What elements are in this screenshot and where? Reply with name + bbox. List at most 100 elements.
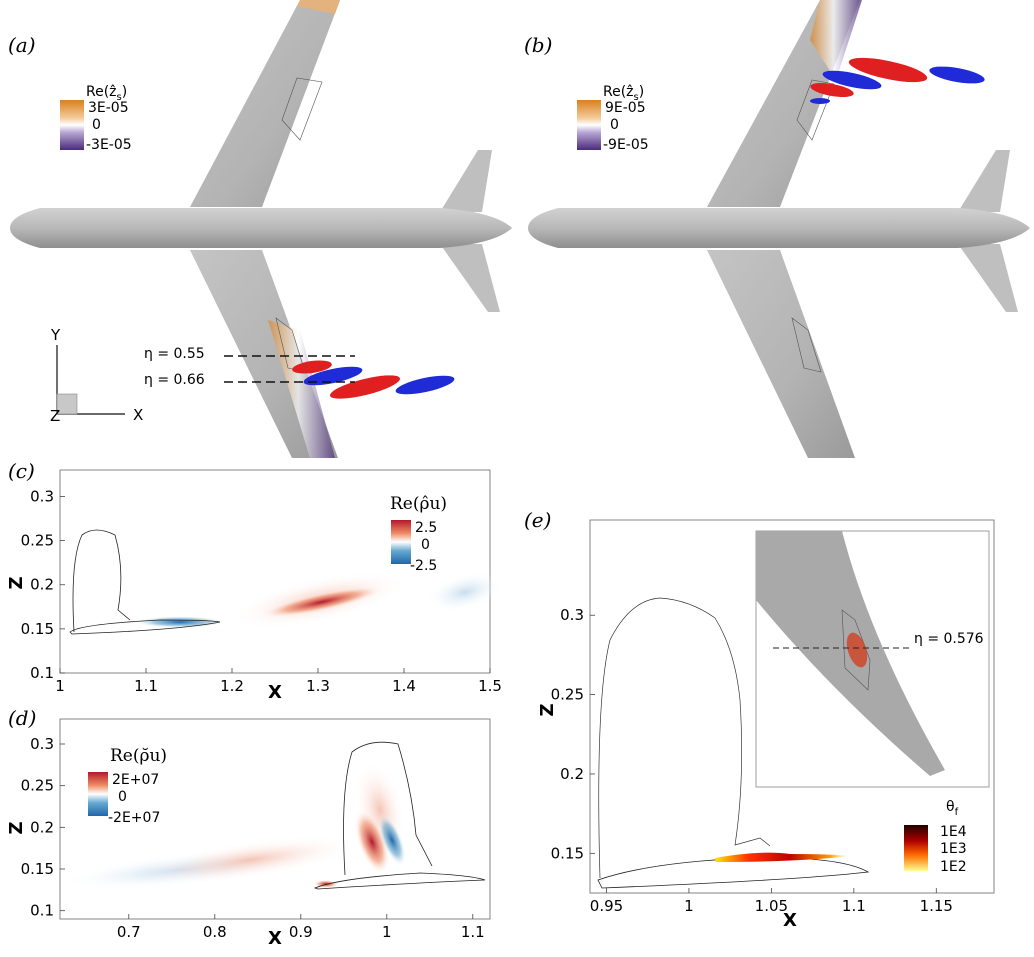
isosurface-blue [303,366,363,386]
field-red-lobe [354,809,390,875]
legend-c-mid: 0 [421,537,430,553]
field-red-band [261,586,383,618]
triad-z-label: Z [50,407,60,425]
y-tick-label: 0.2 [30,576,54,594]
panel-b-label: (b) [524,33,552,57]
y-tick-label: 0.15 [21,620,54,638]
y-tick-label: 0.2 [30,818,54,836]
y-tick-label: 0.1 [30,664,54,682]
upper-wing [190,0,340,207]
x-axis-label: X [783,910,797,931]
legend-c-max: 2.5 [415,520,437,536]
field-blue-layer [135,616,225,628]
y-tick-label: 0.25 [21,777,54,795]
isosurface-red [292,360,332,374]
panel-e-label: (e) [524,508,551,532]
field-blue-lobe [378,813,406,867]
y-tick-label: 0.1 [30,902,54,920]
x-tick-label: 1 [684,897,694,915]
x-tick-label: 1.1 [461,923,485,941]
legend-b-mid: 0 [610,117,619,133]
y-tick-label: 0.25 [551,686,584,704]
legend-d-mid: 0 [118,789,127,805]
airfoil-outline [313,872,486,890]
legend-a-mid: 0 [92,117,101,133]
triad-x-label: X [133,406,143,424]
legend-e-title: θf [946,799,959,818]
x-tick-label: 1.4 [392,677,416,695]
x-tick-label: 1.2 [220,677,244,695]
legend-b-max: 9E-05 [605,100,646,116]
panel-a-label: (a) [8,33,36,57]
panel-a: (a) Re(ẑs) 3E-05 0 -3E-05 η = 0.55 η = 0… [8,0,512,458]
theta-streak [715,852,850,862]
legend-c-min: -2.5 [410,558,437,574]
y-tick-label: 0.15 [21,860,54,878]
lower-wing [707,250,855,458]
x-axis-label: X [268,928,282,949]
x-tick-label: 1 [55,677,65,695]
inset-contour-line [841,609,871,691]
y-tick-label: 0.3 [560,606,584,624]
eta-066-label: η = 0.66 [144,372,205,388]
airfoil-outline [597,857,870,889]
legend-d-title: Re(ρ̆u) [110,746,167,766]
legend-d-min: -2E+07 [108,810,160,826]
airfoil-outline [69,619,221,635]
axes-e: 0.95 1 1.05 1.1 1.15 0.15 0.2 0.25 0.3 X Z [537,606,953,931]
y-axis-label: Z [6,576,27,589]
legend-a-max: 3E-05 [88,100,129,116]
x-tick-label: 1.15 [920,897,953,915]
panel-e: (e) η = 0.576 θf 1E4 1E3 1E2 0.95 1 1.05 1.… [524,508,995,931]
axes-d: 0.7 0.8 0.9 1 1.1 0.1 0.15 0.2 0.25 0.3 X Z [6,735,485,949]
panel-d: (d) Re(ρ̆u) 2E+07 0 -2E+07 0.7 0.8 0.9 1 1.1… [6,706,491,949]
x-tick-label: 0.95 [590,897,623,915]
y-tick-label: 0.3 [30,735,54,753]
inset-eta-label: η = 0.576 [914,631,984,647]
upper-tail [958,150,1010,212]
lower-tail [958,244,1018,312]
legend-c-colorbar [391,520,411,564]
x-tick-label: 1.5 [478,677,502,695]
panel-c-label: (c) [8,459,35,483]
legend-b-min: -9E-05 [603,137,649,153]
panel-d-label: (d) [8,706,36,730]
nacelle-outline [72,529,131,633]
isosurface-blue [395,375,455,395]
legend-e-max: 1E4 [940,824,967,840]
legend-a-min: -3E-05 [86,137,132,153]
upper-wing-mode-shading [810,0,862,80]
legend-b-colorbar [577,100,601,150]
nacelle-outline [343,741,433,876]
isosurface-red [330,375,400,399]
plot-frame-c [59,469,491,674]
isosurface-red [848,57,928,83]
x-tick-label: 1.1 [134,677,158,695]
y-tick-label: 0.25 [21,532,54,550]
legend-e-min: 1E2 [940,859,967,875]
lower-wing-contour-line [791,317,822,373]
x-tick-label: 0.9 [289,923,313,941]
upper-wing-contour-line [796,79,835,141]
eta-055-label: η = 0.55 [144,346,205,362]
legend-e-mid: 1E3 [940,841,967,857]
x-tick-label: 0.8 [203,923,227,941]
triad-box [56,393,78,415]
y-axis-label: Z [537,703,558,716]
legend-a-title: Re(ẑs) [86,84,127,103]
upper-wing-tip-contour [297,0,340,14]
y-axis-label: Z [6,821,27,834]
isosurface-blue [810,98,830,104]
y-tick-label: 0.15 [551,844,584,862]
isosurface-red [810,82,854,98]
isosurface-blue [929,66,985,84]
fuselage [528,208,1030,248]
y-tick-label: 0.3 [30,487,54,505]
panel-b: (b) Re(ẑs) 9E-05 0 -9E-05 [524,0,1030,458]
panel-c: (c) Re(ρ̂u) 2.5 0 -2.5 1 1.1 1.2 1.3 1.4 1.5 0… [6,459,505,703]
triad-y-label: Y [50,326,61,344]
upper-tail [440,150,492,212]
fuselage [10,208,512,248]
x-tick-label: 1.3 [306,677,330,695]
